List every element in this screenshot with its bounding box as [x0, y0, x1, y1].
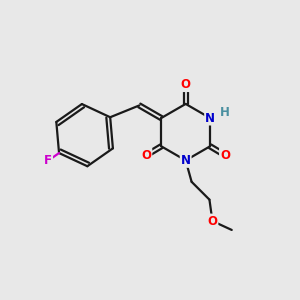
Text: H: H	[219, 106, 229, 119]
Text: N: N	[181, 154, 191, 167]
Text: N: N	[205, 112, 215, 124]
Text: O: O	[220, 149, 230, 162]
Text: O: O	[141, 149, 152, 162]
Text: F: F	[44, 154, 52, 167]
Text: O: O	[181, 78, 191, 91]
Text: O: O	[207, 214, 218, 227]
